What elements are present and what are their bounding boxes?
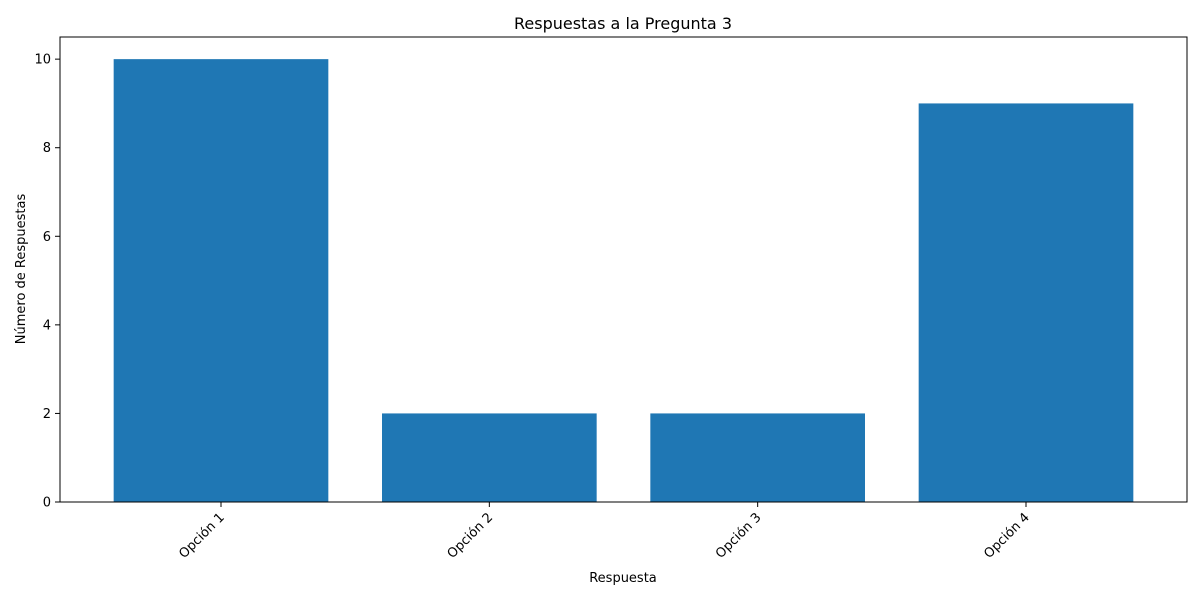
bar-3 xyxy=(650,413,865,502)
x-tick-label: Opción 3 xyxy=(713,510,765,562)
y-axis: 0 2 4 6 8 10 xyxy=(34,53,60,511)
x-tick-label: Opción 1 xyxy=(176,510,228,562)
x-axis-label: Respuesta xyxy=(589,571,657,586)
y-axis-label: Número de Respuestas xyxy=(14,194,29,345)
bar-2 xyxy=(382,413,597,502)
bar-1 xyxy=(113,59,329,503)
x-tick-label: Opción 2 xyxy=(445,510,497,562)
y-tick-label: 8 xyxy=(43,141,51,156)
chart-title: Respuestas a la Pregunta 3 xyxy=(514,14,732,33)
y-tick-label: 4 xyxy=(43,318,51,333)
x-tick-label: Opción 4 xyxy=(981,510,1033,562)
y-tick-label: 6 xyxy=(43,230,51,245)
bars-group xyxy=(113,59,1134,503)
y-tick-label: 10 xyxy=(34,53,51,68)
bar-4 xyxy=(918,103,1134,502)
y-tick-label: 2 xyxy=(43,407,51,422)
y-tick-label: 0 xyxy=(43,496,51,511)
plot-frame xyxy=(59,36,1188,503)
x-axis: Opción 1 Opción 2 Opción 3 Opción 4 xyxy=(176,502,1033,562)
